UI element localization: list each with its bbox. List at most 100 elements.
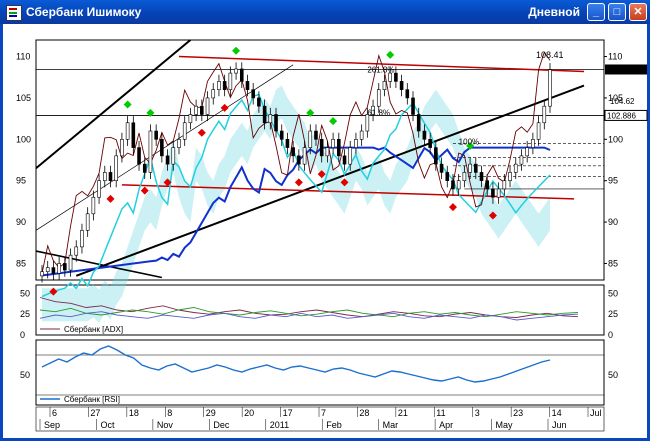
panel-1 — [35, 39, 605, 281]
price-tag-top-bg — [605, 64, 647, 75]
y-tick-label-left: 105 — [16, 93, 31, 103]
candle-body — [542, 105, 547, 124]
adx-tick-label-left: 25 — [20, 309, 30, 319]
candle-body — [137, 147, 141, 165]
candle-body — [63, 263, 67, 271]
fractal-up-marker — [306, 108, 315, 117]
candle-body — [114, 155, 119, 181]
fractal-down-marker — [317, 170, 326, 179]
price-tag-mid: 104.62 — [610, 97, 635, 106]
fractal-up-marker — [329, 117, 338, 126]
fib-label-61: 61.8% — [367, 108, 390, 117]
candle-body — [342, 155, 347, 165]
day-label: 21 — [398, 408, 408, 418]
day-label: 29 — [206, 408, 216, 418]
fractal-up-marker — [123, 100, 132, 109]
candle-body — [205, 97, 210, 115]
y-tick-label-right: 110 — [608, 52, 622, 62]
month-label: Sep — [44, 420, 60, 430]
y-tick-label-right: 90 — [608, 217, 618, 227]
fib-label-261: 261.8% — [367, 65, 394, 74]
candle-body — [148, 130, 153, 173]
kijun-line — [41, 146, 551, 277]
candle-body — [308, 130, 313, 148]
y-tick-label-right: 95 — [608, 176, 618, 186]
candle-body — [45, 267, 50, 273]
candle-body — [251, 89, 255, 99]
month-label: Mar — [383, 420, 399, 430]
candle-body — [200, 105, 204, 115]
candle-body — [165, 155, 170, 165]
fractal-up-marker — [232, 46, 241, 55]
candle-body — [382, 81, 387, 90]
month-label: May — [496, 420, 514, 430]
rsi-line — [41, 345, 551, 383]
month-label: Oct — [100, 420, 115, 430]
candle-body — [359, 130, 364, 140]
fractal-up-marker — [466, 141, 475, 150]
candle-body — [182, 122, 187, 140]
candle-body — [268, 114, 273, 124]
candle-body — [80, 230, 84, 248]
candle-body — [319, 139, 324, 157]
day-label: 20 — [244, 408, 254, 418]
candle-body — [97, 180, 101, 198]
candle-body — [302, 147, 307, 165]
time-axis — [35, 406, 605, 432]
adx-tick-label-right: 25 — [608, 309, 618, 319]
day-label: 3 — [475, 408, 480, 418]
candle-body — [194, 105, 198, 115]
adx-tick-label-right: 50 — [608, 288, 618, 298]
price-tag-low-bg — [604, 109, 648, 121]
timeframe-label: Дневной — [528, 5, 580, 19]
candle-body — [519, 155, 524, 165]
candle-body — [496, 188, 501, 198]
day-label: 6 — [52, 408, 57, 418]
candle-body — [485, 180, 490, 190]
candle-body — [337, 139, 341, 157]
candle-body — [405, 89, 410, 99]
day-label: 27 — [90, 408, 100, 418]
candle-body — [85, 213, 90, 231]
maximize-button[interactable]: □ — [608, 3, 626, 21]
candle-body — [428, 139, 432, 148]
y-tick-label-left: 110 — [16, 52, 30, 62]
candle-body — [228, 72, 233, 90]
candle-body — [508, 172, 512, 181]
candle-body — [462, 172, 467, 181]
candle-body — [325, 147, 330, 157]
month-label: Nov — [157, 420, 174, 430]
candle-body — [171, 147, 176, 165]
rsi-tick-label-left: 50 — [20, 370, 30, 380]
day-label: 11 — [436, 408, 445, 418]
minimize-button[interactable]: _ — [587, 3, 605, 21]
candle-body — [376, 89, 381, 107]
day-label: Jul — [590, 408, 602, 418]
panel-3 — [35, 339, 605, 406]
candle-body — [257, 97, 261, 107]
candle-body — [245, 81, 250, 90]
candle-body — [531, 139, 535, 148]
candle-body — [285, 139, 290, 148]
candle-body — [160, 139, 164, 157]
fractal-up-marker — [146, 108, 155, 117]
candle-body — [239, 68, 244, 82]
lower-channel-line — [75, 84, 585, 277]
candle-body — [513, 163, 518, 173]
candle-body — [262, 105, 267, 124]
close-button[interactable]: ✕ — [629, 3, 647, 21]
candle-body — [108, 172, 113, 181]
fractal-down-marker — [140, 186, 149, 195]
candle-body — [445, 172, 450, 181]
fractal-down-marker — [488, 211, 497, 220]
candle-body — [40, 271, 44, 277]
candle-body — [331, 139, 335, 148]
month-label: 2011 — [270, 420, 289, 430]
candle-body — [154, 130, 158, 140]
y-tick-label-right: 85 — [608, 258, 618, 268]
fractal-down-marker — [106, 194, 115, 203]
day-label: 8 — [167, 408, 172, 418]
candle-body — [451, 180, 455, 190]
candle-body — [434, 147, 438, 165]
day-label: 23 — [513, 408, 523, 418]
